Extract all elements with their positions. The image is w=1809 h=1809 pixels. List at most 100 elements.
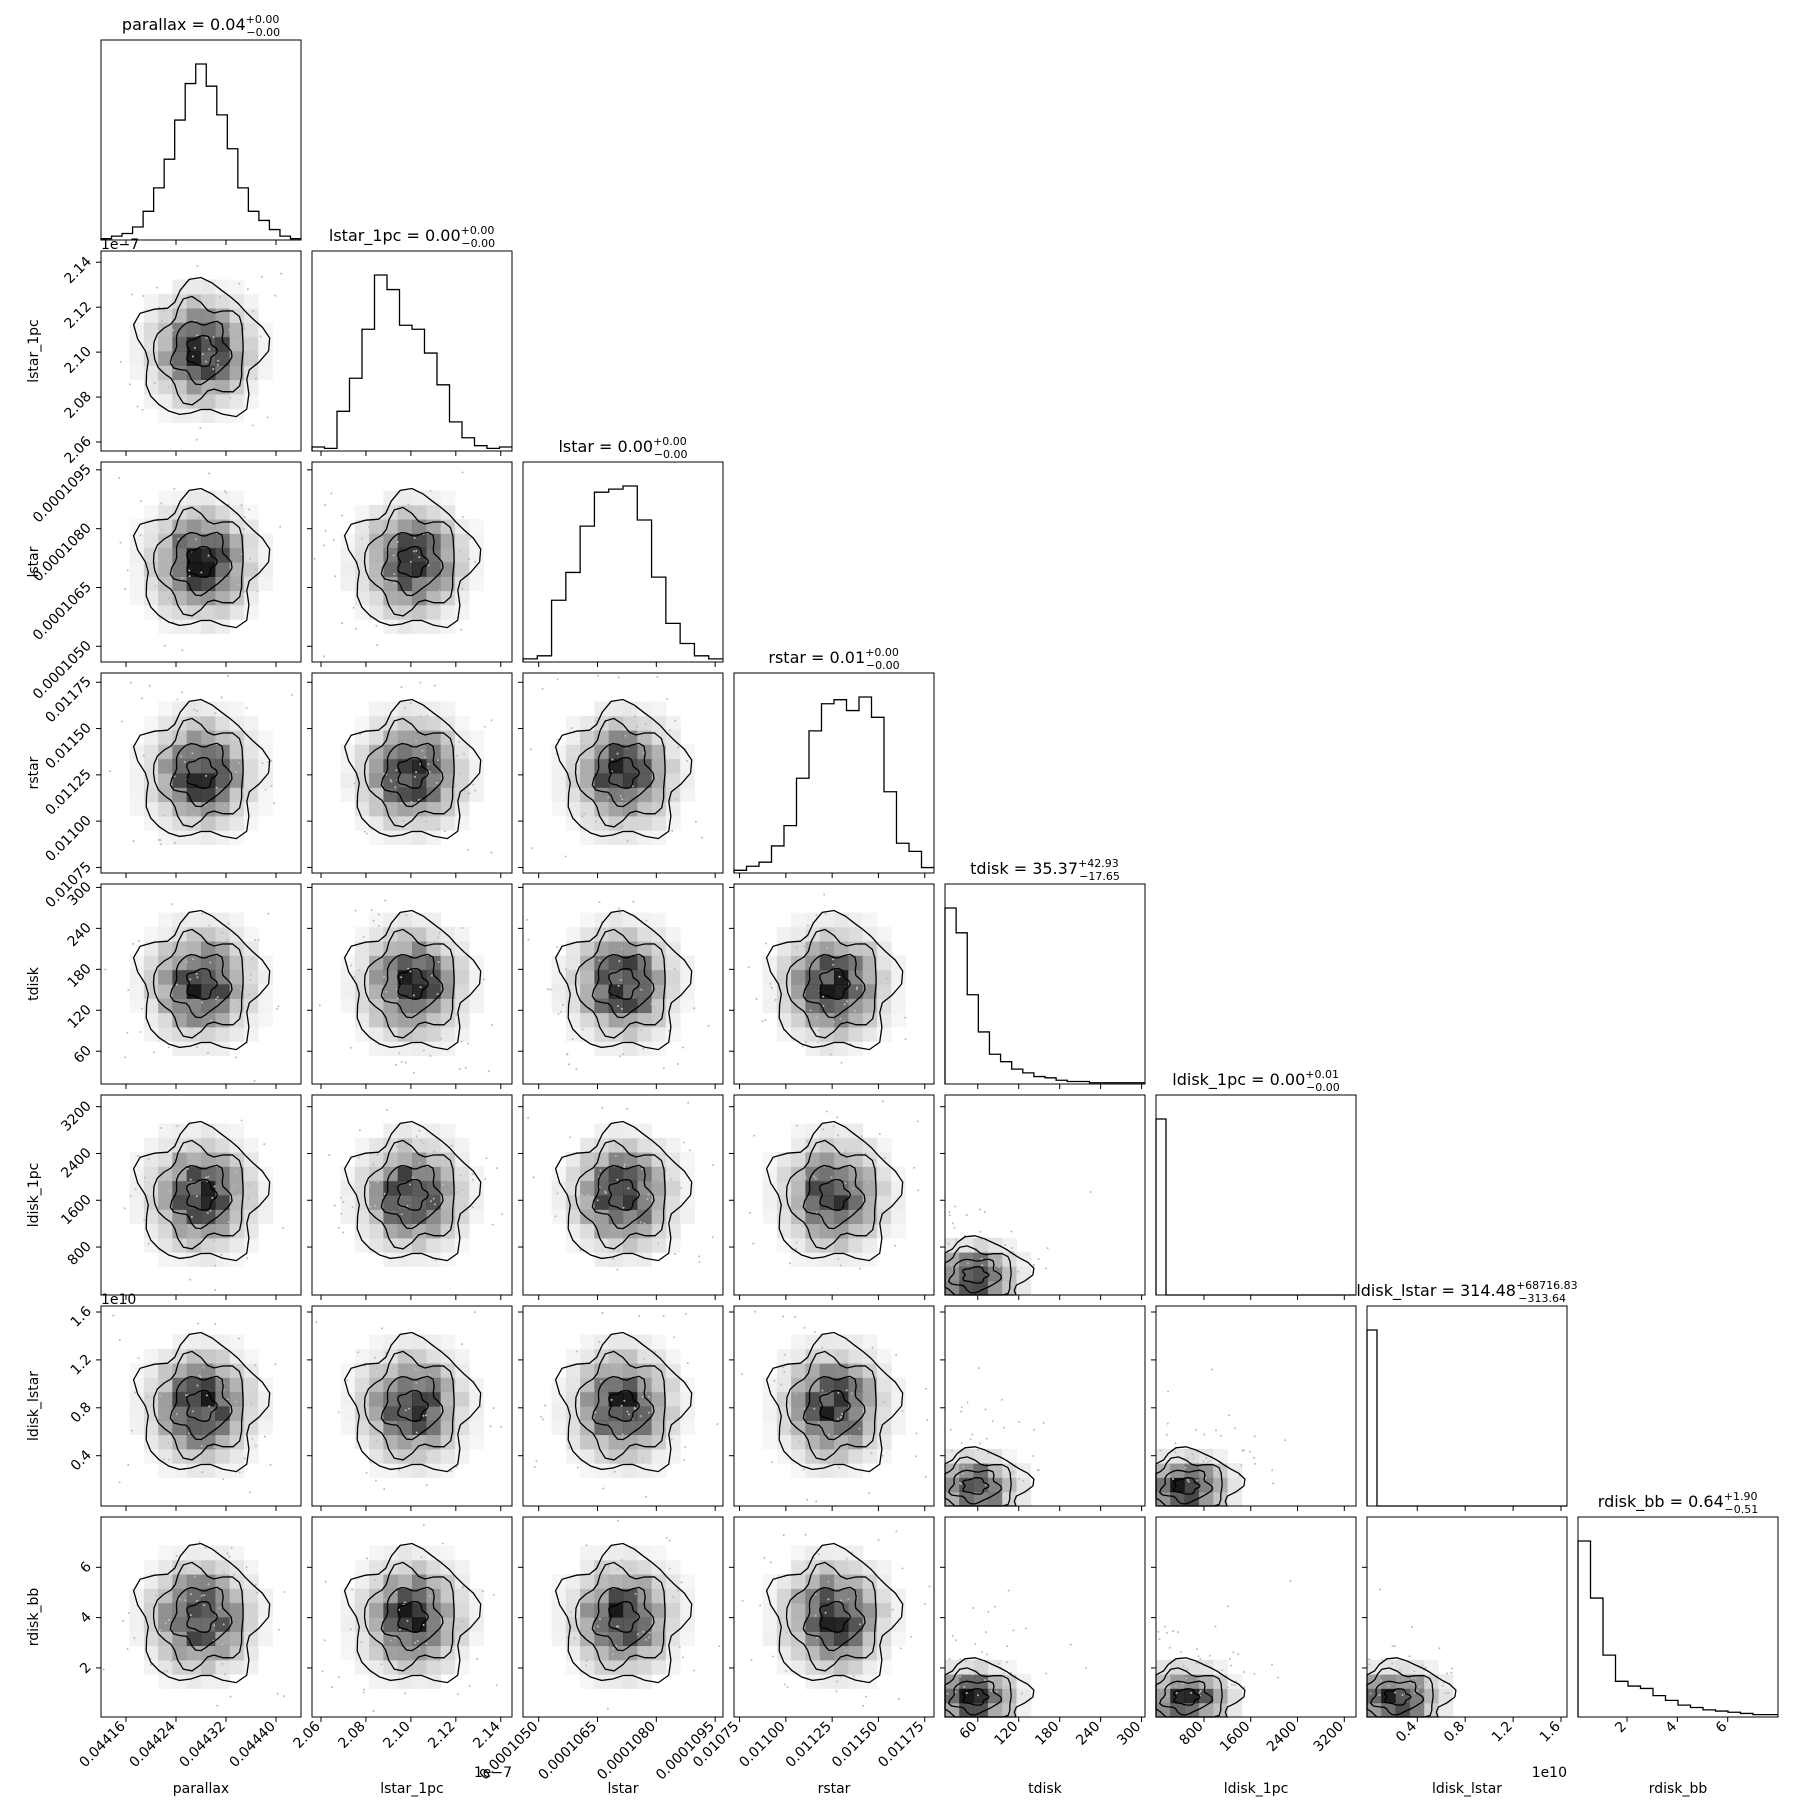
axes-frame [733, 1305, 935, 1507]
axes-frame [522, 883, 724, 1085]
x-tick-label: 240 [1073, 1719, 1103, 1749]
panel-lstar-vs-ldisk_1pc [518, 1094, 724, 1300]
x-axis-label-tdisk: tdisk [1028, 1781, 1063, 1797]
panel-lstar_1pc-vs-lstar_1pc: lstar_1pc = 0.00+0.00 −0.00 [311, 224, 513, 456]
axes-frame [311, 1516, 513, 1718]
y-tick-label: 800 [65, 1239, 95, 1269]
panel-tdisk-vs-rdisk_bb: 60 120 180 240 300 [940, 1516, 1146, 1749]
axes-frame [944, 1305, 1146, 1507]
y-tick-label: 3200 [58, 1098, 95, 1135]
x-tick-label: 2.14 [470, 1718, 503, 1751]
title-lstar: lstar = 0.00+0.00 −0.00 [558, 435, 687, 461]
y-tick-label: 180 [65, 961, 95, 991]
y-tick-label: 1.2 [68, 1351, 95, 1378]
axes-frame [100, 883, 302, 1085]
y-tick-label: 0.0001095 [30, 461, 95, 526]
y-tick-label: 0.8 [68, 1399, 95, 1426]
hist-rstar [733, 696, 934, 873]
panel-ldisk_1pc-vs-ldisk_lstar [1151, 1305, 1357, 1511]
panel-lstar_1pc-vs-tdisk [307, 883, 513, 1089]
x-axis-label-ldisk_lstar: ldisk_lstar [1432, 1781, 1502, 1797]
x-tick-label: 1600 [1217, 1719, 1254, 1756]
x-tick-label: 0.01150 [829, 1719, 881, 1771]
x-tick-label: 800 [1177, 1719, 1207, 1749]
panel-parallax-vs-ldisk_lstar: 0.4 0.8 1.2 1.6 [68, 1303, 302, 1511]
panel-lstar_1pc-vs-ldisk_lstar [307, 1305, 513, 1511]
panel-tdisk-vs-tdisk: tdisk = 35.37+42.93 −17.65 [944, 857, 1146, 1089]
y-offset-text: 1e10 [101, 1292, 136, 1308]
panel-lstar-vs-lstar: lstar = 0.00+0.00 −0.00 [522, 435, 724, 667]
axes-frame [944, 1516, 1146, 1718]
y-tick-label: 0.01125 [43, 766, 95, 818]
axes-frame [100, 672, 302, 874]
y-axis-label-lstar: lstar [26, 546, 42, 577]
title-ldisk_lstar: ldisk_lstar = 314.48+68716.83 −313.64 [1356, 1279, 1577, 1305]
panel-lstar-vs-rstar [518, 672, 724, 878]
x-axis-label-ldisk_1pc: ldisk_1pc [1224, 1781, 1289, 1797]
x-tick-label: 3200 [1311, 1719, 1348, 1756]
x-tick-label: 2.10 [380, 1719, 413, 1752]
y-tick-label: 1.6 [68, 1303, 95, 1330]
panel-rdisk_bb-vs-rdisk_bb: rdisk_bb = 0.64+1.90 −0.512 4 6 [1577, 1490, 1779, 1736]
x-tick-label: 0.01100 [736, 1719, 788, 1771]
x-tick-label: 0.0001080 [594, 1719, 659, 1784]
hist-lstar_1pc [311, 274, 512, 451]
axes-frame [1366, 1305, 1568, 1507]
y-tick-label: 6 [77, 1559, 95, 1577]
y-axis-label-rdisk_bb: rdisk_bb [26, 1588, 42, 1647]
y-tick-label: 120 [65, 1002, 95, 1032]
x-tick-label: 0.01125 [783, 1719, 835, 1771]
axes-frame [100, 250, 302, 452]
panel-lstar_1pc-vs-lstar [307, 461, 513, 667]
axes-frame [1155, 1305, 1357, 1507]
panel-rstar-vs-ldisk_1pc [729, 1094, 935, 1300]
x-axis-label-parallax: parallax [173, 1781, 229, 1797]
x-tick-label: 0.01175 [875, 1719, 927, 1771]
x-offset-text: 1e−7 [474, 1765, 512, 1781]
x-axis-label-rstar: rstar [818, 1781, 851, 1797]
x-tick-label: 0.04424 [127, 1718, 179, 1770]
y-tick-label: 2.12 [61, 299, 94, 332]
x-offset-text: 1e10 [1532, 1765, 1567, 1781]
y-tick-label: 1600 [58, 1192, 95, 1229]
y-tick-label: 2400 [58, 1145, 95, 1182]
x-tick-label: 2.12 [425, 1719, 458, 1752]
y-axis-label-lstar_1pc: lstar_1pc [26, 319, 42, 383]
y-tick-label: 2.14 [61, 254, 94, 287]
y-tick-label: 60 [71, 1043, 95, 1067]
y-axis-label-tdisk: tdisk [26, 966, 42, 1001]
axes-frame [522, 1094, 724, 1296]
axes-frame [311, 250, 513, 452]
axes-frame [1155, 1516, 1357, 1718]
axes-frame [100, 461, 302, 663]
y-axis-label-rstar: rstar [26, 756, 42, 789]
axes-frame [311, 672, 513, 874]
y-tick-label: 2.08 [61, 389, 94, 422]
panel-ldisk_lstar-vs-rdisk_bb: 0.4 0.8 1.2 1.6 [1362, 1516, 1568, 1746]
hist-rdisk_bb [1577, 1540, 1778, 1717]
axes-frame [733, 672, 935, 874]
x-tick-label: 300 [1114, 1719, 1144, 1749]
axes-frame [522, 672, 724, 874]
x-tick-label: 0.8 [1441, 1719, 1468, 1746]
y-tick-label: 2 [77, 1659, 95, 1677]
x-tick-label: 120 [991, 1719, 1021, 1749]
hist-lstar [522, 485, 723, 662]
panel-rstar-vs-tdisk [729, 883, 935, 1089]
panel-rstar-vs-rstar: rstar = 0.01+0.00 −0.00 [733, 646, 935, 878]
y-offset-text: 1e−7 [101, 237, 139, 253]
panel-lstar_1pc-vs-ldisk_1pc [307, 1094, 513, 1300]
axes-frame [311, 883, 513, 1085]
y-tick-label: 2.06 [61, 433, 94, 466]
axes-frame [733, 1094, 935, 1296]
x-tick-label: 1.2 [1489, 1719, 1516, 1746]
axes-frame [100, 1516, 302, 1718]
x-tick-label: 2.06 [290, 1718, 323, 1751]
x-axis-label-rdisk_bb: rdisk_bb [1649, 1781, 1708, 1797]
hist-ldisk_1pc [1155, 1118, 1356, 1296]
x-tick-label: 0.04432 [177, 1719, 229, 1771]
panel-tdisk-vs-ldisk_1pc [940, 1094, 1146, 1300]
y-tick-label: 4 [77, 1609, 95, 1627]
